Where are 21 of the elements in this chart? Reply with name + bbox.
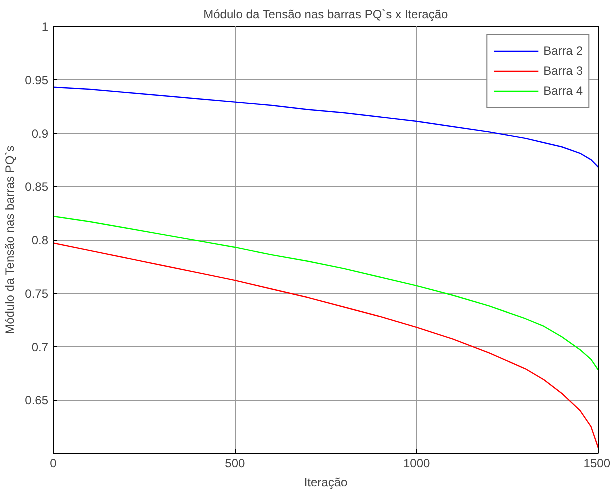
line-series (54, 216, 598, 371)
x-axis-title: Iteração (304, 476, 348, 490)
y-tick-label: 0.8 (32, 234, 49, 248)
y-tick-label: 0.85 (25, 180, 49, 194)
x-tick-label: 0 (50, 456, 58, 470)
y-axis-title: Módulo da Tensão nas barras PQ`s (3, 146, 18, 334)
y-tick-label: 0.95 (25, 73, 49, 88)
legend-label: Barra 4 (544, 83, 583, 99)
y-tick-label: 1 (42, 20, 49, 34)
chart-title: Módulo da Tensão nas barras PQ`s x Iteração (204, 8, 449, 22)
y-tick-label: 0.9 (32, 126, 49, 141)
line-series (54, 242, 598, 449)
x-tick-label: 1000 (403, 456, 431, 470)
y-tick-label: 0.75 (25, 286, 49, 301)
legend-label: Barra 3 (544, 63, 583, 79)
y-tick-label: 0.65 (25, 394, 49, 408)
legend-label: Barra 2 (544, 43, 583, 59)
y-tick-label: 0.7 (32, 340, 49, 354)
x-tick-label: 1500 (584, 456, 610, 470)
x-tick-label: 500 (225, 456, 246, 470)
line-series (54, 86, 598, 168)
